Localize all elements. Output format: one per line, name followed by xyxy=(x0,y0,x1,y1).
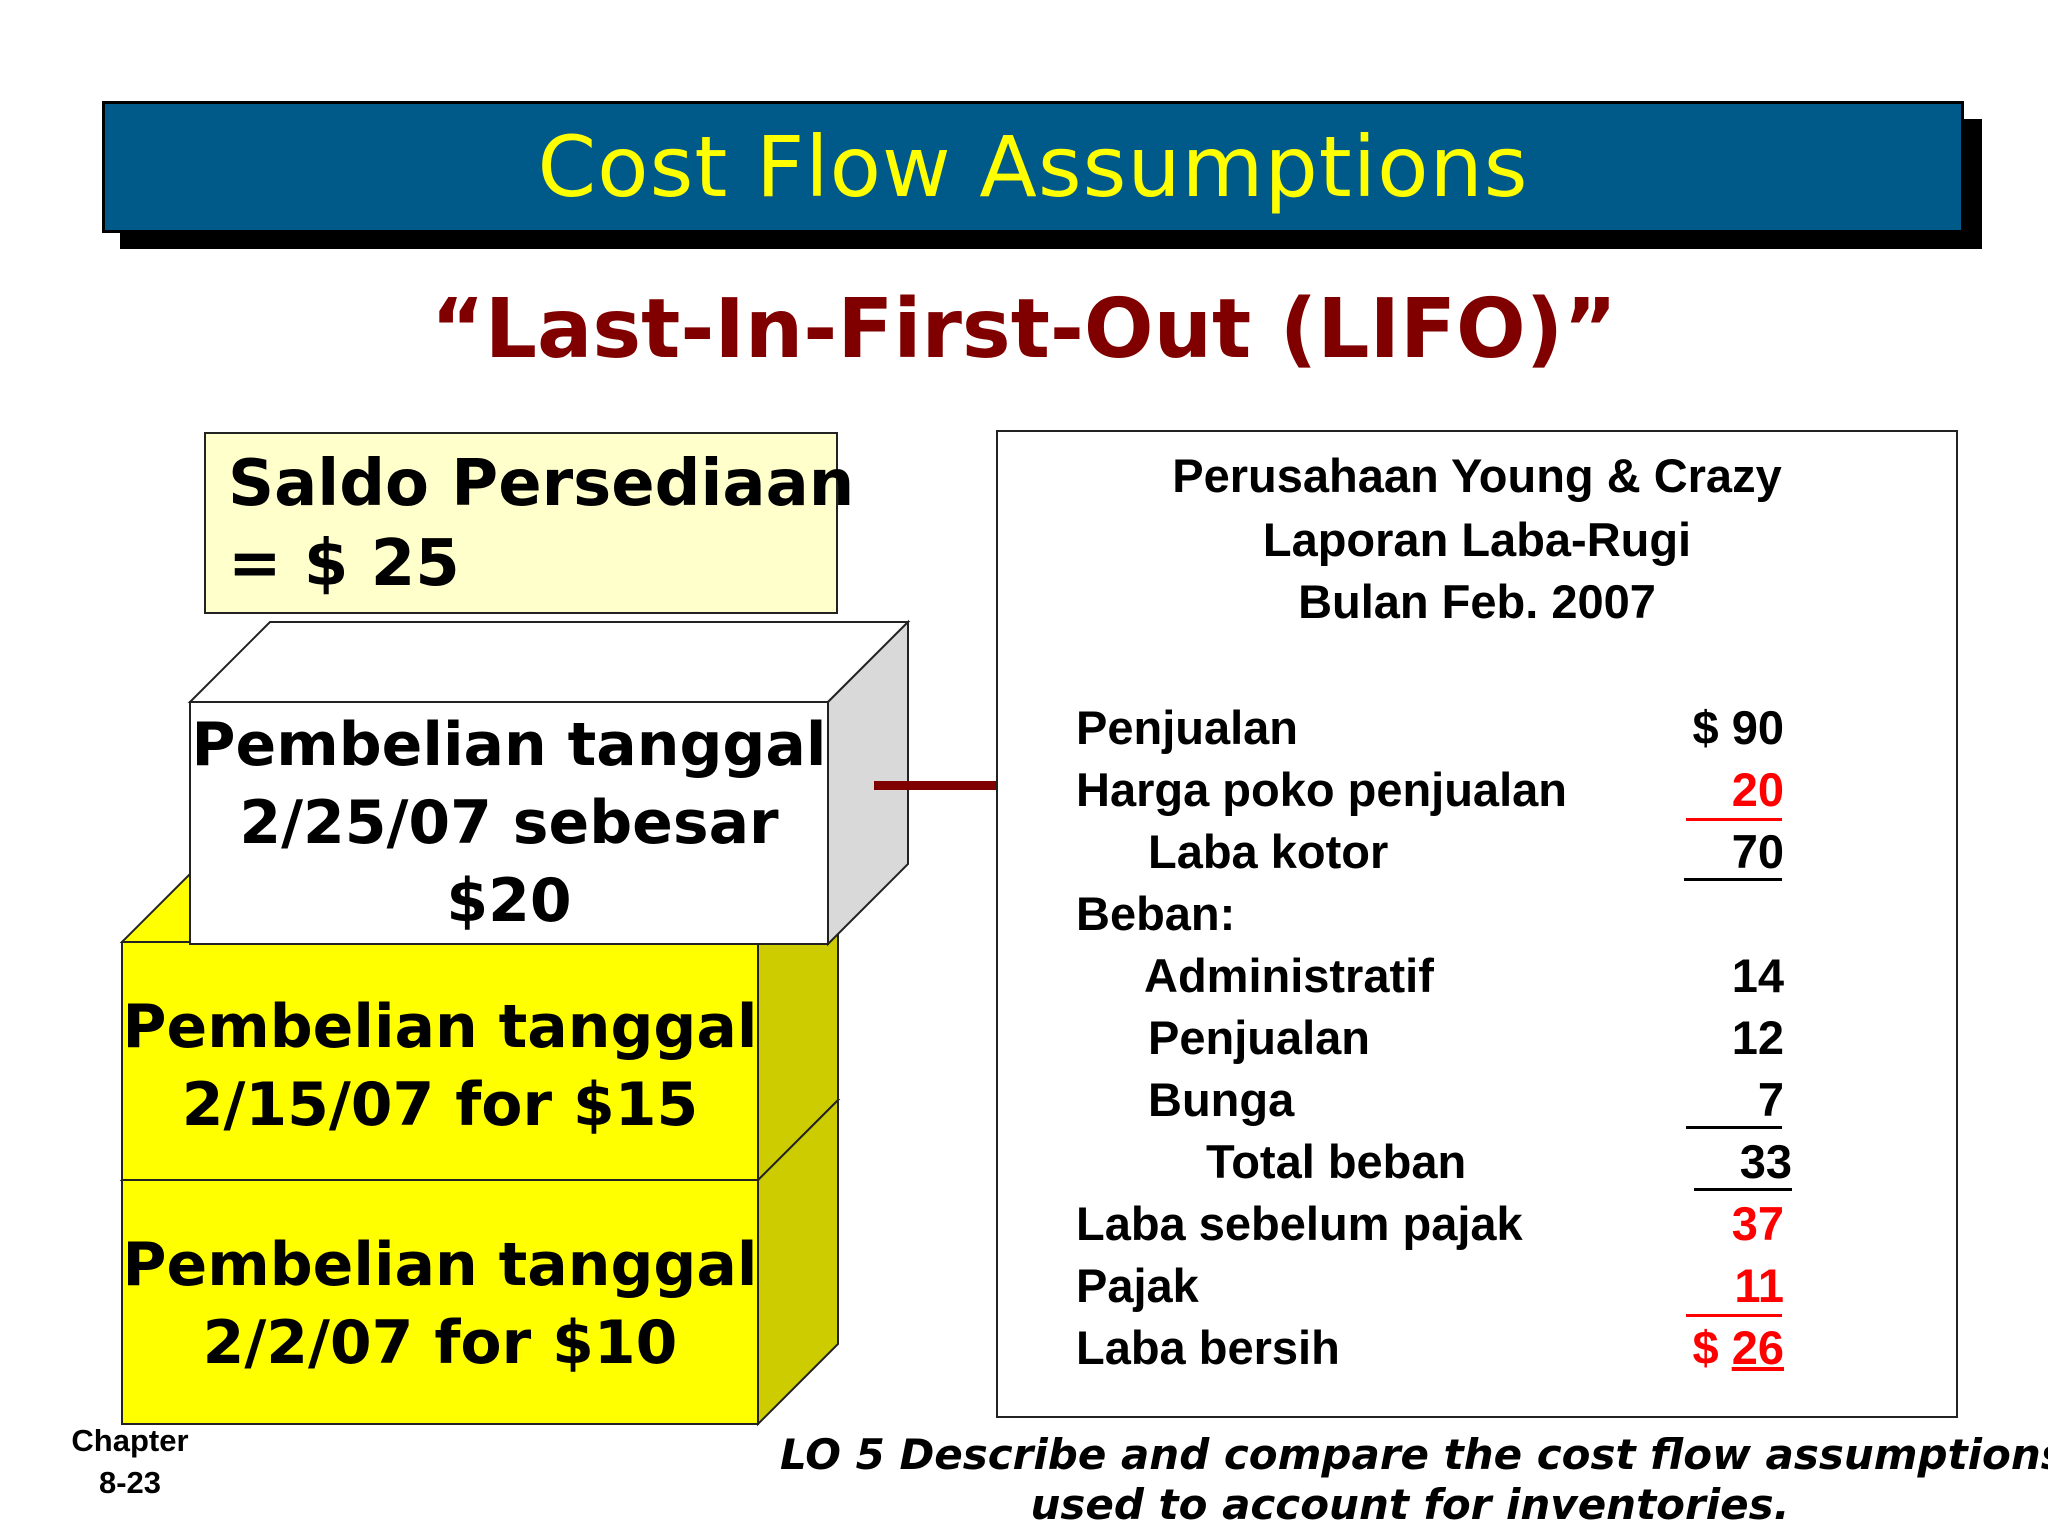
row-label-administrative: Administratif xyxy=(1144,949,1434,1002)
chapter-page: 8-23 xyxy=(98,1465,162,1500)
purchase-block-feb2: Pembelian tanggal 2/2/07 for $10 xyxy=(122,1226,758,1382)
row-label-total-expenses: Total beban xyxy=(1206,1135,1467,1188)
statement-period: Bulan Feb. 2007 xyxy=(1298,575,1656,628)
underline-total-expenses xyxy=(1694,1188,1792,1191)
learning-objective-line1: LO 5 Describe and compare the cost flow … xyxy=(780,1430,2048,1479)
row-value-income-before-tax: 37 xyxy=(1731,1197,1784,1250)
underline-gross-profit xyxy=(1684,878,1782,881)
row-value-sales: $ 90 xyxy=(1692,701,1784,754)
purchase-feb2-line2: 2/2/07 for $10 xyxy=(202,1308,678,1378)
row-value-gross-profit: 70 xyxy=(1731,825,1784,878)
row-label-gross-profit: Laba kotor xyxy=(1148,825,1389,878)
block-top-top-face xyxy=(187,621,911,703)
row-label-interest: Bunga xyxy=(1148,1073,1295,1126)
learning-objective-line2: used to account for inventories. xyxy=(1030,1480,1790,1529)
statement-company: Perusahaan Young & Crazy xyxy=(1172,449,1782,502)
row-value-net-income: $ 26 xyxy=(1693,1320,1784,1375)
row-label-tax: Pajak xyxy=(1076,1259,1199,1312)
block-bottom-front-face xyxy=(121,1179,759,1425)
purchase-block-feb15: Pembelian tanggal 2/15/07 for $15 xyxy=(122,988,758,1144)
row-label-selling: Penjualan xyxy=(1148,1011,1371,1064)
row-label-cogs: Harga poko penjualan xyxy=(1076,763,1567,816)
underline-interest xyxy=(1686,1126,1782,1129)
net-income-amount: 26 xyxy=(1731,1321,1784,1374)
row-value-cogs: 20 xyxy=(1731,763,1784,816)
row-label-income-before-tax: Laba sebelum pajak xyxy=(1076,1197,1523,1250)
inventory-balance-value: = $ 25 xyxy=(228,527,460,601)
row-value-interest: 7 xyxy=(1757,1073,1784,1126)
row-value-administrative: 14 xyxy=(1731,949,1784,1002)
underline-cogs xyxy=(1686,818,1782,821)
income-statement: Perusahaan Young & Crazy Laporan Laba-Ru… xyxy=(996,430,1958,1418)
learning-objective: LO 5 Describe and compare the cost flow … xyxy=(780,1430,2048,1530)
purchase-feb15-line2: 2/15/07 for $15 xyxy=(181,1070,699,1140)
purchase-feb25-line2: 2/25/07 sebesar xyxy=(239,788,779,858)
row-label-expenses: Beban: xyxy=(1076,887,1236,940)
connector-line xyxy=(874,781,1044,790)
row-value-tax: 11 xyxy=(1734,1259,1784,1312)
purchase-feb15-line1: Pembelian tanggal xyxy=(122,992,758,1062)
slide-subtitle: “Last-In-First-Out (LIFO)” xyxy=(430,282,1618,377)
purchase-feb25-line3: $20 xyxy=(446,866,572,936)
row-label-net-income: Laba bersih xyxy=(1076,1321,1340,1374)
chapter-label: Chapter 8-23 xyxy=(60,1420,200,1504)
row-value-selling: 12 xyxy=(1731,1011,1784,1064)
row-label-sales: Penjualan xyxy=(1076,701,1299,754)
block-middle-front-face xyxy=(121,941,759,1181)
inventory-balance-box: Saldo Persediaan = $ 25 xyxy=(204,432,855,614)
purchase-block-feb25: Pembelian tanggal 2/25/07 sebesar $20 xyxy=(190,706,828,940)
net-income-currency: $ xyxy=(1692,1321,1719,1374)
purchase-feb25-line1: Pembelian tanggal xyxy=(191,710,827,780)
row-value-total-expenses: 33 xyxy=(1739,1135,1792,1188)
block-top-front-face xyxy=(189,701,829,945)
title-banner: Cost Flow Assumptions xyxy=(102,101,1964,233)
underline-tax xyxy=(1686,1314,1782,1317)
purchase-feb2-line1: Pembelian tanggal xyxy=(122,1230,758,1300)
chapter-word: Chapter xyxy=(71,1423,189,1458)
inventory-balance-label: Saldo Persediaan xyxy=(228,447,855,521)
slide-title: Cost Flow Assumptions xyxy=(537,118,1529,216)
statement-report-title: Laporan Laba-Rugi xyxy=(1262,513,1692,566)
